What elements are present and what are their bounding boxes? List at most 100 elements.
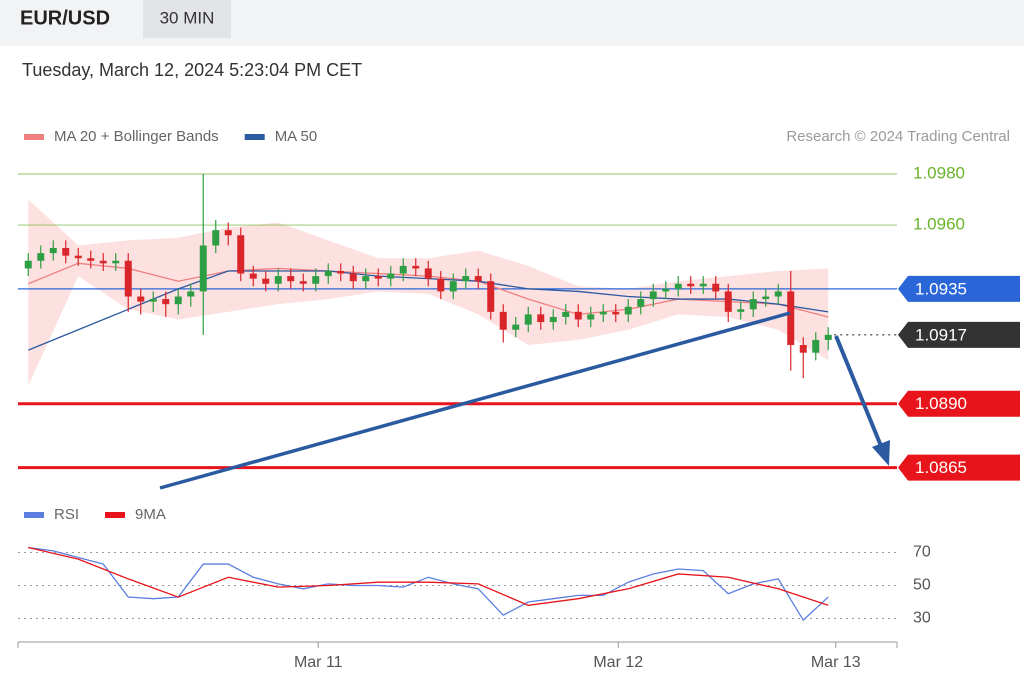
candle-body [137, 296, 145, 302]
candle-body [149, 299, 157, 302]
candle-body [687, 283, 695, 287]
level-label: 1.0960 [913, 215, 965, 234]
candle-body [212, 230, 220, 246]
candle-body [562, 311, 570, 317]
interval-box[interactable] [143, 0, 231, 38]
candle-body [487, 281, 495, 312]
candle-body [799, 345, 807, 353]
candle-body [349, 273, 357, 282]
candle-body [674, 283, 682, 289]
level-label: 1.0890 [915, 394, 967, 413]
level-label: 1.0935 [915, 279, 967, 298]
level-tag [898, 275, 1020, 302]
level-label: 1.0980 [913, 163, 965, 182]
arrow-head [872, 440, 890, 466]
candle-body [624, 306, 632, 315]
candle-body [462, 276, 470, 282]
price-panel: MA 20 + Bollinger Bands MA 50 1.0980 1.0960… [18, 128, 1020, 481]
candle-body [587, 314, 595, 320]
legend-label: MA 50 [275, 128, 318, 145]
candle-body [537, 314, 545, 323]
candle-body [437, 278, 445, 292]
legend-label: RSI [54, 506, 79, 523]
candle-body [374, 276, 382, 279]
y-tick-label: 30 [913, 610, 931, 627]
candle-body [699, 283, 707, 287]
candle-body [449, 281, 457, 292]
level-tag [898, 390, 1020, 417]
y-tick-label: 50 [913, 577, 931, 594]
candle-body [124, 260, 132, 297]
candle-body [224, 230, 232, 236]
candle-body [299, 281, 307, 284]
x-tick-label: Mar 11 [294, 654, 343, 671]
candle-body [424, 268, 432, 279]
level-tag [898, 454, 1020, 481]
candle-body [749, 299, 757, 310]
legend-label: MA 20 + Bollinger Bands [54, 128, 219, 145]
legend-swatch [244, 134, 265, 140]
candle-body [362, 276, 370, 282]
candle-body [824, 334, 832, 340]
candle-body [74, 255, 82, 259]
candle-body [174, 296, 182, 305]
candle-body [787, 291, 795, 346]
legend-label: 9MA [135, 506, 166, 523]
candle-body [387, 273, 395, 279]
candle-body [549, 316, 557, 323]
candle-body [99, 260, 107, 264]
candle-body [262, 278, 270, 284]
candle-body [37, 253, 45, 261]
level-label: 1.0917 [915, 325, 967, 344]
candle-body [312, 276, 320, 284]
candle-body [324, 270, 332, 277]
credit: Research © 2024 Trading Central [786, 128, 1010, 145]
x-tick-label: Mar 13 [811, 654, 861, 671]
x-tick-label: Mar 12 [593, 654, 643, 671]
candle-body [287, 276, 295, 282]
candle-body [724, 291, 732, 312]
candle-body [249, 273, 257, 279]
candle-body [199, 245, 207, 292]
trendline [159, 311, 791, 490]
candle-body [524, 314, 532, 325]
candle-body [474, 276, 482, 282]
candle-body [762, 296, 770, 300]
candle-body [512, 324, 520, 330]
legend-swatch [24, 134, 44, 140]
candle-body [112, 260, 120, 264]
level-label: 1.0865 [915, 458, 967, 477]
candle-body [24, 260, 32, 269]
interval[interactable]: 30 MIN [160, 8, 215, 27]
candle-body [499, 311, 507, 330]
candle-body [399, 265, 407, 274]
candle-body [237, 235, 245, 274]
timestamp: Tuesday, March 12, 2024 5:23:04 PM CET [22, 60, 362, 80]
arrow-shaft [834, 335, 883, 447]
legend-swatch [105, 512, 126, 518]
candle-body [162, 299, 170, 305]
rsi-panel: RSI 9MA 30 50 70 Mar 11 Mar 12 Mar 13 [17, 506, 931, 671]
candle-body [649, 291, 657, 300]
candle-body [49, 248, 57, 254]
candle-body [612, 311, 620, 315]
candle-body [774, 291, 782, 297]
candle-body [412, 265, 420, 269]
candle-body [712, 283, 720, 292]
candle-body [337, 270, 345, 274]
symbol: EUR/USD [20, 7, 110, 29]
level-tag [898, 321, 1020, 348]
candle-body [662, 288, 670, 292]
candle-body [599, 311, 607, 315]
candle-body [187, 291, 195, 297]
candle-body [574, 311, 582, 320]
legend-swatch [24, 512, 44, 518]
y-tick-label: 70 [913, 544, 931, 561]
candle-body [737, 309, 745, 312]
candle-body [274, 276, 282, 284]
candle-body [812, 339, 820, 353]
rsi-line [28, 546, 829, 622]
candle-body [87, 258, 95, 261]
candle-body [637, 299, 645, 307]
